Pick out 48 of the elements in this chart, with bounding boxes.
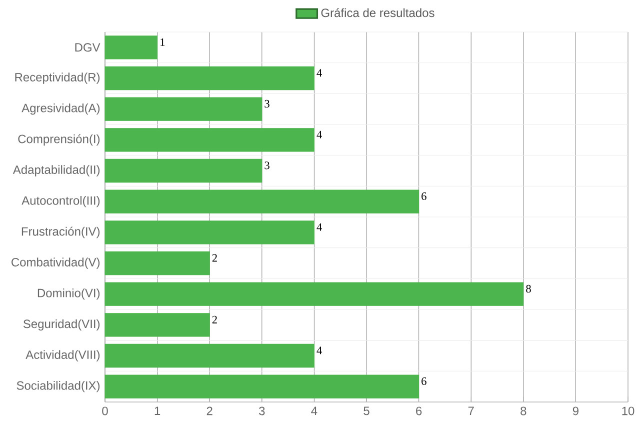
y-tick-label: Frustración(IV) — [22, 226, 100, 238]
bar — [104, 190, 420, 214]
bar — [104, 344, 314, 368]
y-tick-label: Combatividad(V) — [12, 258, 100, 269]
data-label: 4 — [316, 223, 322, 231]
y-tick-label: Agresividad(A) — [22, 103, 100, 115]
x-tick-label: 1 — [154, 406, 160, 415]
bar — [104, 158, 262, 183]
y-tick-label: Adaptabilidad(II) — [12, 165, 100, 176]
legend-label: Gráfica de resultados — [321, 8, 434, 18]
x-tick-label: 6 — [416, 406, 422, 416]
x-tick-label: 7 — [468, 406, 474, 415]
x-tick-label: 5 — [364, 406, 370, 416]
data-label: 4 — [316, 346, 322, 354]
x-tick-label: 8 — [520, 406, 526, 416]
data-label: 3 — [264, 162, 270, 170]
data-label: 4 — [316, 130, 322, 138]
data-label: 1 — [160, 38, 165, 46]
bar — [104, 66, 314, 90]
y-tick-label: Sociabilidad(IX) — [16, 380, 100, 392]
bar — [104, 36, 158, 60]
data-label: 2 — [212, 316, 217, 324]
data-label: 6 — [422, 377, 426, 386]
x-tick-label: 10 — [622, 406, 634, 416]
data-label: 4 — [316, 69, 322, 77]
bar — [104, 313, 210, 337]
bar — [104, 220, 314, 244]
y-tick-label: Comprensión(I) — [18, 134, 100, 146]
x-tick-label: 4 — [311, 406, 318, 415]
bar — [104, 282, 524, 306]
bar — [104, 374, 420, 398]
x-tick-label: 3 — [259, 406, 265, 416]
x-tick-label: 2 — [206, 406, 212, 416]
y-tick-label: Actividad(VIII) — [26, 350, 100, 362]
data-label: 2 — [212, 254, 217, 262]
x-tick-label: 0 — [102, 406, 108, 416]
y-tick-label: Dominio(VI) — [38, 288, 100, 300]
data-label: 8 — [526, 284, 531, 293]
y-tick-label: Receptividad(R) — [15, 72, 100, 84]
y-tick-label: Seguridad(VII) — [23, 319, 100, 330]
y-tick-label: Autocontrol(III) — [22, 196, 100, 208]
data-label: 3 — [264, 100, 270, 108]
y-tick-label: DGV — [75, 43, 100, 52]
bar — [104, 251, 210, 276]
x-tick-label: 9 — [572, 406, 578, 416]
bar — [104, 128, 314, 152]
bar — [104, 97, 262, 121]
data-label: 6 — [422, 192, 426, 200]
